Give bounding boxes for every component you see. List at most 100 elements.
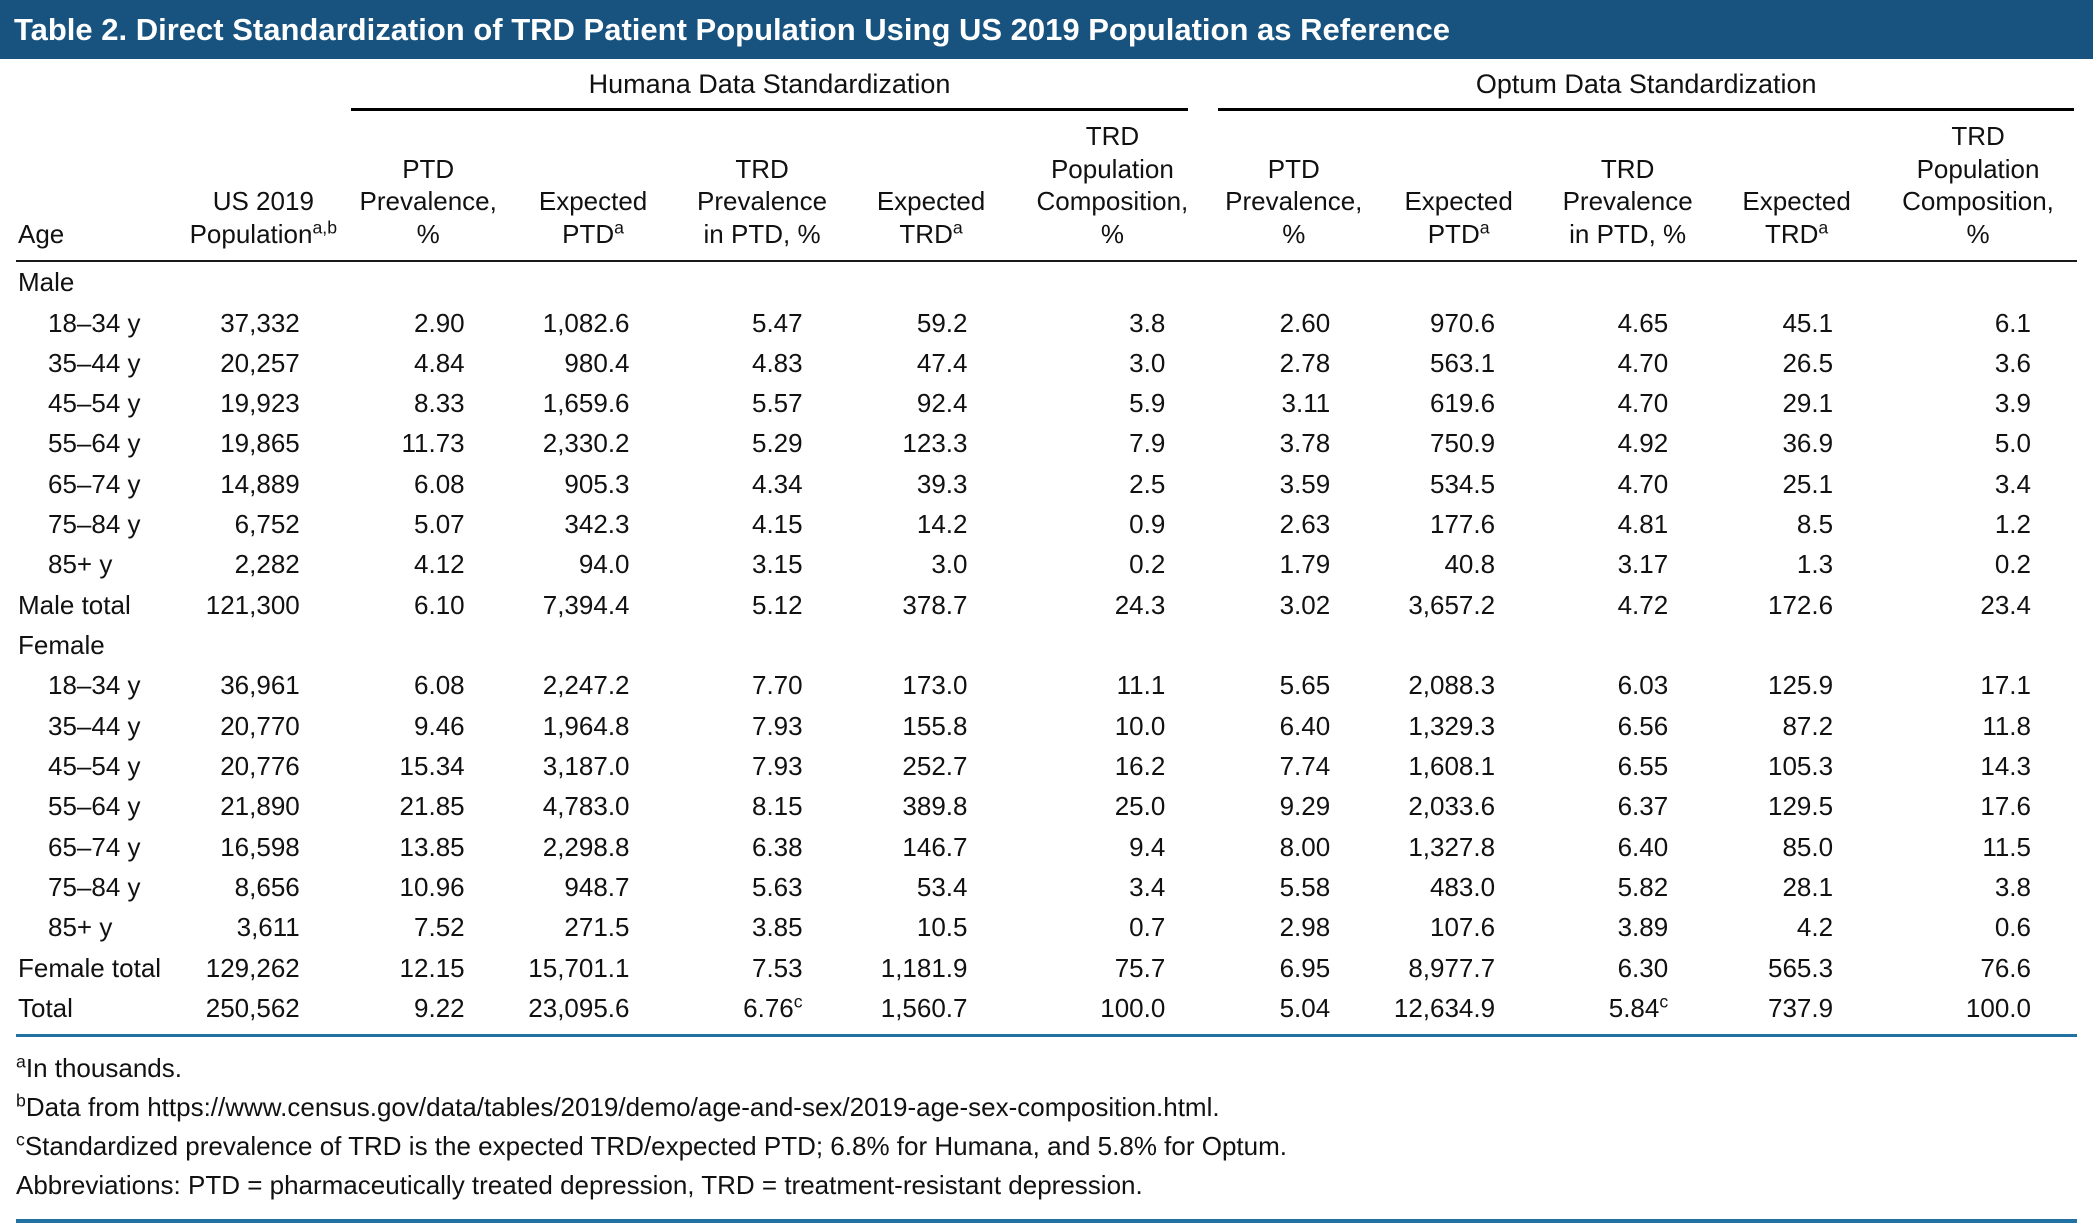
value-cell: 25.0 (1114, 791, 1166, 822)
value-cell: 3.4 (1994, 468, 2031, 499)
col-header-humana-trd-population-composition-pct: TRD Population Composition, % (1013, 112, 1212, 263)
value-cell: 6.08 (414, 670, 465, 701)
row-label: 65–74 y (48, 468, 141, 499)
value-cell: 271.5 (564, 912, 630, 943)
value-cell: 76.6 (1980, 952, 2031, 983)
table-row: 18–34 y 36,961 6.08 2,247.2 7.70 173.0 11.1 5.6… (16, 665, 2077, 705)
value-cell: 905.3 (564, 468, 630, 499)
col-header-optum-expected-ptd: Expected PTDa (1376, 112, 1542, 263)
table-row: 55–64 y 19,865 11.73 2,330.2 5.29 123.3 7.9 3.7… (16, 423, 2077, 463)
table-row: 85+ y 3,611 7.52 271.5 3.85 10.5 0.7 2.98 107.6 3… (16, 907, 2077, 947)
value-cell: 3.15 (752, 549, 803, 580)
value-cell: 6.56 (1617, 710, 1669, 741)
table-row: 45–54 y 19,923 8.33 1,659.6 5.57 92.4 5.9 3.11 6… (16, 383, 2077, 423)
row-label: 55–64 y (48, 791, 141, 822)
value-cell: 23,095.6 (510, 987, 676, 1038)
total-row: Female total 129,262 12.15 15,701.1 7.53 1,18… (16, 948, 2077, 988)
value-cell: 2,033.6 (1408, 791, 1496, 822)
value-cell: 129,262 (205, 952, 300, 983)
col-header-us-2019-population: US 2019 Populationa,b (180, 112, 346, 263)
value-cell: 3.4 (1129, 871, 1166, 902)
value-cell: 3.78 (1279, 428, 1331, 459)
group-header-row: Humana Data Standardization Optum Data S… (16, 59, 2077, 112)
value-cell: 6,752 (234, 509, 300, 540)
value-cell: 7.74 (1279, 750, 1331, 781)
value-cell: 20,770 (220, 710, 300, 741)
row-label: 55–64 y (48, 428, 141, 459)
value-cell: 4.34 (752, 468, 803, 499)
value-cell: 4.83 (752, 347, 803, 378)
value-cell: 125.9 (1767, 670, 1834, 701)
value-cell: 26.5 (1782, 347, 1834, 378)
value-cell: 9.22 (345, 987, 511, 1038)
value-cell: 5.65 (1279, 670, 1331, 701)
value-cell: 3.0 (931, 549, 968, 580)
total-row: Male total 121,300 6.10 7,394.4 5.12 378.7 24.… (16, 585, 2077, 625)
value-cell: 1,964.8 (542, 710, 630, 741)
value-cell: 4,783.0 (542, 791, 630, 822)
value-cell: 6.03 (1617, 670, 1669, 701)
value-cell: 20,776 (220, 750, 300, 781)
table-title: Table 2. Direct Standardization of TRD P… (0, 0, 2093, 60)
value-cell: 1.79 (1279, 549, 1331, 580)
value-cell: 37,332 (220, 307, 300, 338)
footnote-a-marker: a (16, 1051, 26, 1072)
row-label: Female total (18, 952, 162, 983)
value-cell: 3,657.2 (1408, 589, 1496, 620)
footnote-c-text: Standardized prevalence of TRD is the ex… (24, 1131, 1287, 1162)
value-cell: 3,187.0 (542, 750, 630, 781)
value-cell: 3.89 (1617, 912, 1669, 943)
group-header-optum: Optum Data Standardization (1211, 59, 2077, 112)
value-cell: 948.7 (564, 871, 630, 902)
value-cell: 8.15 (752, 791, 803, 822)
value-cell: 5.57 (752, 388, 803, 419)
value-cell: 15,701.1 (528, 952, 630, 983)
value-cell: 4.15 (752, 509, 803, 540)
value-cell: 3.9 (1994, 388, 2031, 419)
value-cell: 107.6 (1430, 912, 1496, 943)
value-cell: 0.2 (1994, 549, 2031, 580)
value-cell: 2,298.8 (542, 831, 630, 862)
value-cell: 5.9 (1129, 388, 1166, 419)
value-cell: 28.1 (1782, 871, 1834, 902)
value-cell: 5.12 (752, 589, 803, 620)
value-cell: 36,961 (220, 670, 300, 701)
value-cell: 92.4 (916, 388, 968, 419)
value-cell: 19,923 (220, 388, 300, 419)
value-cell: 155.8 (902, 710, 968, 741)
value-cell: 0.2 (1129, 549, 1166, 580)
value-cell: 13.85 (399, 831, 465, 862)
value-cell: 7.53 (752, 952, 803, 983)
value-cell: 21,890 (220, 791, 300, 822)
col-header-humana-expected-ptd: Expected PTDa (510, 112, 676, 263)
value-cell: 2,282 (234, 549, 300, 580)
value-cell: 45.1 (1782, 307, 1834, 338)
footnote-c: cStandardized prevalence of TRD is the e… (16, 1127, 2077, 1166)
row-label: 18–34 y (48, 670, 141, 701)
value-cell: 737.9 (1714, 987, 1880, 1038)
value-cell: 1.3 (1796, 549, 1834, 580)
value-cell: 5.29 (752, 428, 803, 459)
value-cell: 14.2 (916, 509, 968, 540)
footnote-b-marker: b (16, 1090, 26, 1111)
value-cell: 4.70 (1617, 347, 1669, 378)
footnote-b-text: Data from https://www.census.gov/data/ta… (25, 1092, 1220, 1123)
value-cell: 5.47 (752, 307, 803, 338)
value-cell: 12,634.9 (1376, 987, 1542, 1038)
group-header-optum-label: Optum Data Standardization (1475, 69, 1817, 100)
value-cell: 6.40 (1617, 831, 1669, 862)
value-cell: 980.4 (564, 347, 630, 378)
value-cell: 1,327.8 (1408, 831, 1496, 862)
value-cell: 378.7 (902, 589, 968, 620)
table-row: 75–84 y 6,752 5.07 342.3 4.15 14.2 0.9 2.63 177.… (16, 504, 2077, 544)
value-cell: 5.0 (1994, 428, 2031, 459)
value-cell: 7,394.4 (542, 589, 630, 620)
value-cell: 40.8 (1444, 549, 1496, 580)
value-cell: 1,082.6 (542, 307, 630, 338)
value-cell: 36.9 (1782, 428, 1834, 459)
table-row: 35–44 y 20,770 9.46 1,964.8 7.93 155.8 10.0 6.4… (16, 706, 2077, 746)
value-cell: 12.15 (399, 952, 465, 983)
table-row: 75–84 y 8,656 10.96 948.7 5.63 53.4 3.4 5.58 483… (16, 867, 2077, 907)
value-cell: 4.81 (1617, 509, 1669, 540)
